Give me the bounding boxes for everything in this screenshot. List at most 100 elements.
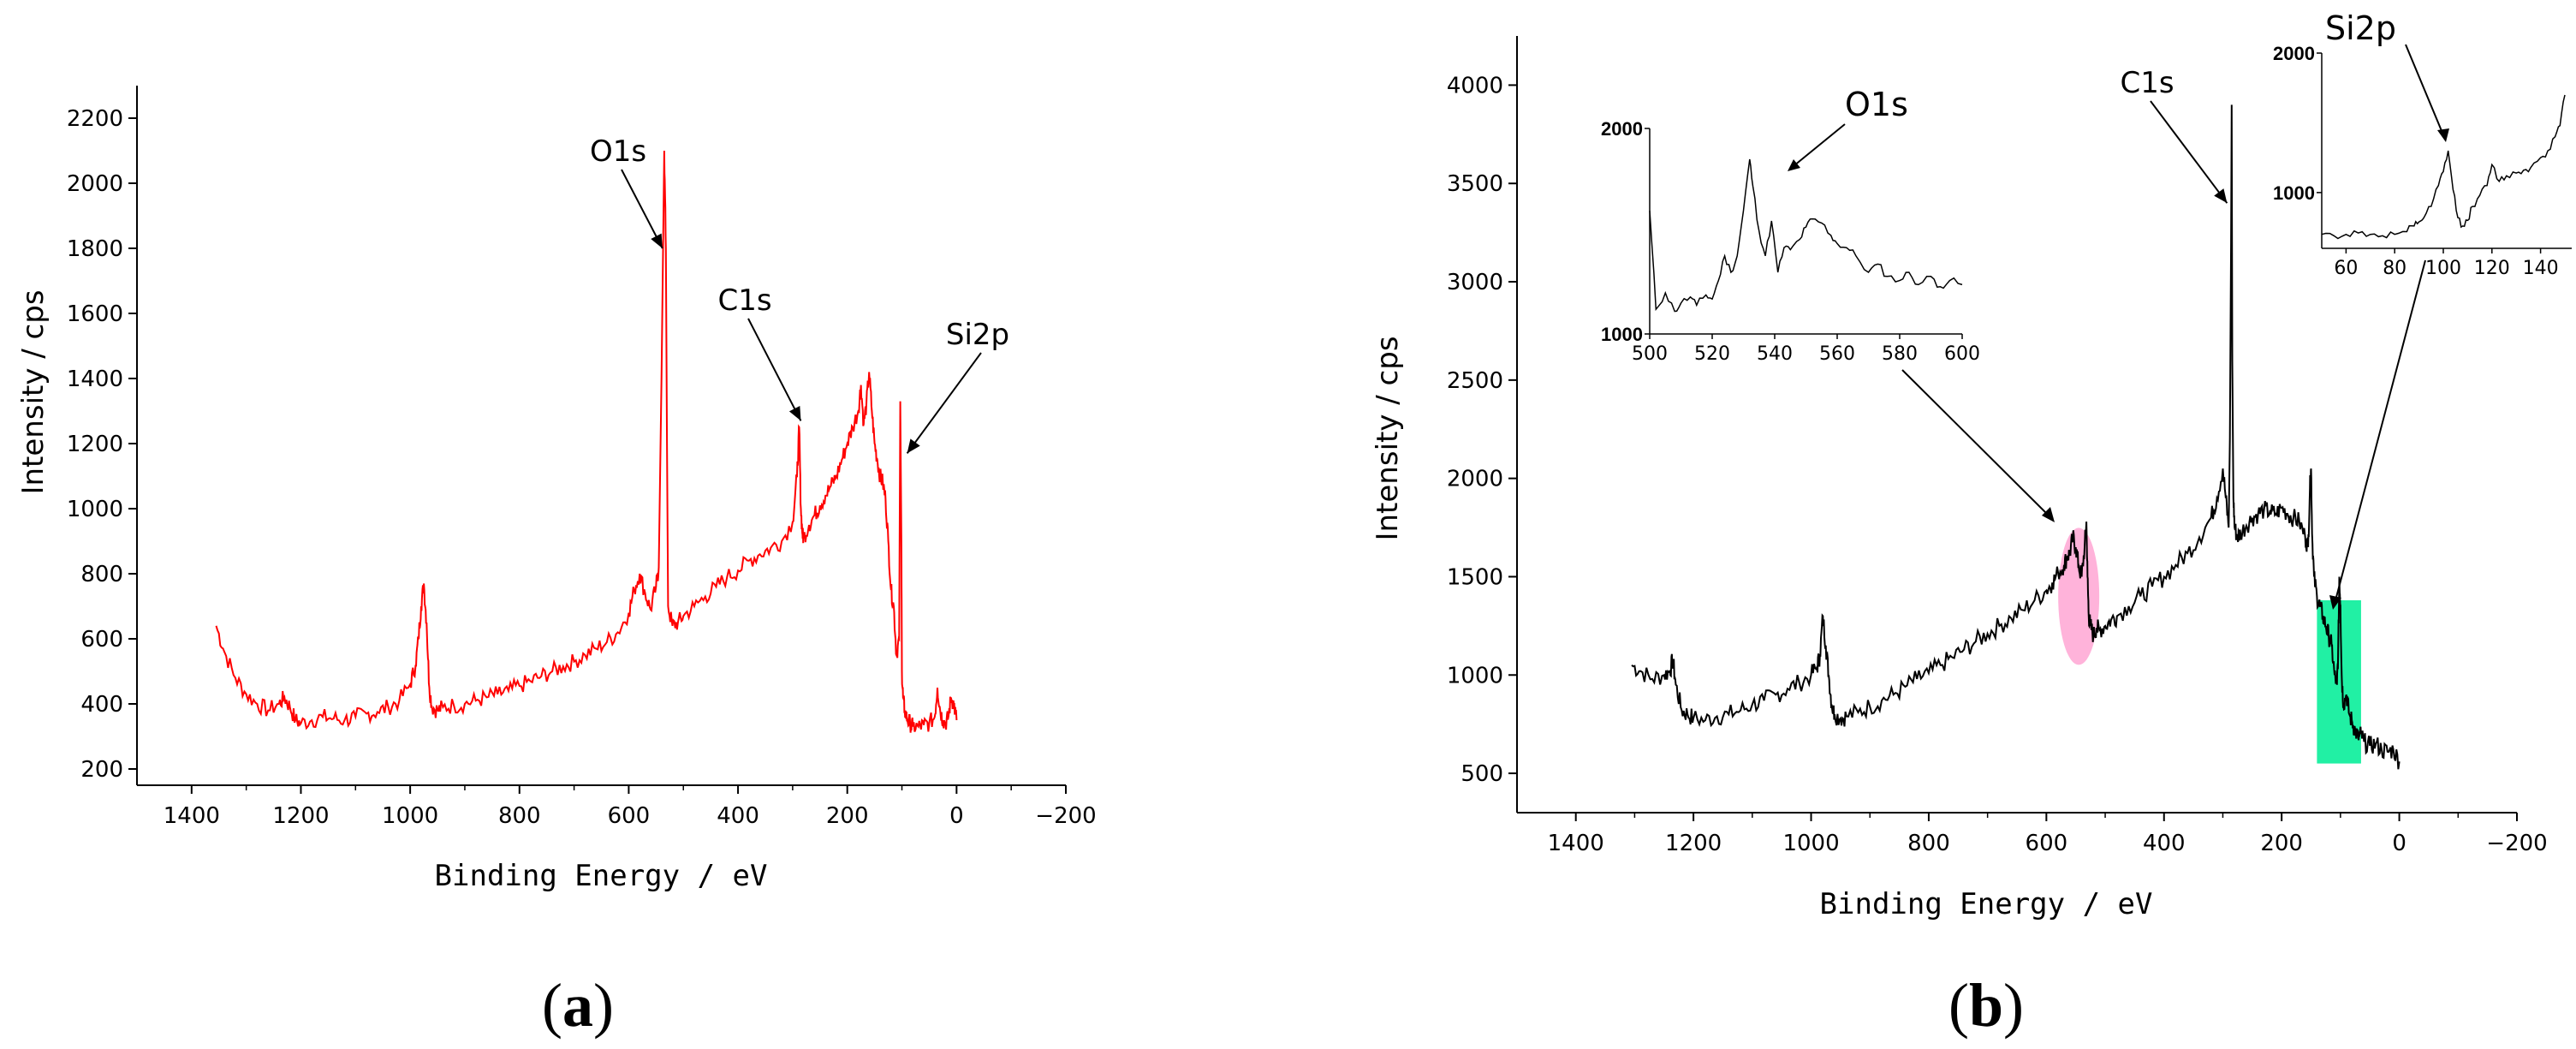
panel-b-x-tick-label: 800 (1907, 831, 1950, 856)
inset-o1s-y-tick-label: 2000 (1601, 118, 1643, 140)
panel-b-y-tick-label: 3500 (1447, 171, 1503, 197)
panel-b-label: (b) (1948, 971, 2024, 1040)
panel-a-y-tick-label: 800 (80, 562, 123, 587)
inset-si2p-x-tick-label: 100 (2425, 258, 2461, 279)
panel-b-x-tick-label: 400 (2143, 831, 2186, 856)
panel-a-y-tick-label: 200 (80, 757, 123, 783)
panel-b-inset-si2p: 60 80 100 120 140 1000 2000 Si2p (2273, 9, 2572, 279)
inset-o1s-y-tick-label: 1000 (1601, 324, 1643, 345)
inset-o1s-line (1649, 158, 1963, 313)
inset-o1s-arrow-head (1788, 159, 1800, 171)
panel-b-y-tick-label: 2500 (1447, 368, 1503, 394)
panel-b-x-ticks: 1400 1200 1000 800 600 400 200 0 −200 (1548, 813, 2548, 856)
panel-a-x-tick-label: 0 (949, 803, 964, 829)
panel-a-x-tick-label: 600 (608, 803, 651, 829)
panel-a-y-tick-label: 2200 (67, 106, 123, 132)
panel-b-label-letter: b (1969, 971, 2003, 1040)
panel-a-x-tick-label: 400 (717, 803, 759, 829)
panel-b-annot-c1s-arrow-head (2214, 188, 2228, 204)
panel-b-y-ticks: 500 1000 1500 2000 2500 3000 3500 4000 (1447, 73, 1517, 787)
panel-a-label-open: ( (542, 971, 562, 1040)
panel-a-y-tick-label: 1800 (67, 236, 123, 262)
panel-b-label-open: ( (1948, 971, 1969, 1040)
inset-o1s-x-tick-label: 560 (1819, 343, 1855, 365)
panel-b-x-tick-label: −200 (2486, 831, 2547, 856)
panel-a-y-tick-label: 2000 (67, 171, 123, 197)
panel-a-x-tick-label: 1000 (382, 803, 438, 829)
inset-si2p-label: Si2p (2325, 9, 2396, 47)
inset-si2p-y-tick-label: 1000 (2273, 182, 2315, 204)
panel-a-x-axis-title: Binding Energy / eV (435, 859, 768, 893)
panel-b-inset-o1s: 500 520 540 560 580 600 1000 2000 O1s (1601, 86, 1980, 365)
inset-si2p-y-tick-label: 2000 (2273, 43, 2315, 64)
panel-b-annot-c1s-arrow-line (2150, 100, 2228, 204)
inset-si2p-x-tick-label: 80 (2383, 258, 2406, 279)
inset-o1s-ticks: 500 520 540 560 580 600 1000 2000 (1601, 118, 1980, 365)
inset-si2p-x-tick-label: 60 (2334, 258, 2358, 279)
inset-o1s-x-tick-label: 580 (1882, 343, 1918, 365)
inset-si2p-arrow-line (2405, 44, 2445, 138)
panel-b-o1s-highlight-ellipse (2058, 527, 2100, 665)
panel-b-y-tick-label: 1000 (1447, 663, 1503, 688)
panel-a-annot-si2p-arrow-line (906, 352, 982, 454)
panel-a-y-ticks: 200 400 600 800 1000 1200 1400 1600 1800 2000 2200 (67, 106, 137, 783)
panel-b-y-tick-label: 3000 (1447, 270, 1503, 295)
inset-si2p-x-tick-label: 140 (2523, 258, 2559, 279)
connector-o1s-arrow-line (1901, 369, 2051, 518)
inset-si2p-arrow-head (2437, 128, 2449, 142)
panel-a-annotations: O1s C1s Si2p (590, 134, 1009, 454)
panel-b-x-tick-label: 1000 (1782, 831, 1839, 856)
panel-b-x-tick-label: 1400 (1548, 831, 1604, 856)
panel-a-annot-si2p-label: Si2p (946, 318, 1009, 352)
panel-a-x-ticks: 1400 1200 1000 800 600 400 200 0 −200 (164, 785, 1097, 829)
panel-a-x-tick-label: 200 (826, 803, 869, 829)
panel-a-annot-c1s-label: C1s (717, 283, 771, 318)
panel-a-y-tick-label: 400 (80, 692, 123, 718)
panel-b-y-axis-title: Intensity / cps (1371, 336, 1405, 540)
panel-b-y-tick-label: 500 (1461, 761, 1503, 787)
panel-a-y-tick-label: 1000 (67, 497, 123, 522)
connector-o1s-arrow-head (2042, 507, 2055, 522)
connector-si2p-arrow-line (2334, 259, 2426, 605)
panel-b-y-tick-label: 2000 (1447, 467, 1503, 492)
panel-b-x-tick-label: 200 (2260, 831, 2303, 856)
inset-si2p-x-tick-label: 120 (2474, 258, 2510, 279)
panel-a-series-line (215, 150, 958, 733)
panel-a-y-axis-title: Intensity / cps (16, 289, 51, 494)
panel-a-y-tick-label: 1200 (67, 432, 123, 457)
panel-a-annot-c1s-arrow-head (788, 405, 801, 421)
panel-b-x-axis-title: Binding Energy / eV (1820, 887, 2153, 921)
panel-b-series-line (1631, 104, 2400, 770)
panel-b-x-tick-label: 0 (2392, 831, 2406, 856)
panel-a: 2004006008001000120014001600180020002200… (16, 86, 1097, 1040)
panel-a-annot-o1s-label: O1s (590, 134, 646, 169)
inset-o1s-x-tick-label: 600 (1944, 343, 1980, 365)
panel-b-annot-c1s-label: C1s (2120, 66, 2174, 100)
inset-si2p-line (2321, 94, 2566, 240)
panel-a-x-tick-label: 1200 (272, 803, 329, 829)
panel-b-label-close: ) (2003, 971, 2024, 1040)
panel-a-y-tick-label: 600 (80, 627, 123, 653)
panel-a-annot-si2p-arrow-head (907, 438, 920, 454)
inset-si2p-ticks: 60 80 100 120 140 1000 2000 (2273, 43, 2559, 279)
panel-a-label-close: ) (593, 971, 614, 1040)
panel-b-y-tick-label: 1500 (1447, 564, 1503, 590)
inset-o1s-label: O1s (1845, 86, 1908, 123)
panel-a-y-tick-label: 1600 (67, 301, 123, 327)
inset-o1s-arrow-line (1788, 123, 1846, 170)
panel-a-x-tick-label: 1400 (164, 803, 220, 829)
panel-a-y-tick-label: 1400 (67, 367, 123, 392)
panel-a-label-letter: a (562, 971, 593, 1040)
panel-a-x-tick-label: −200 (1035, 803, 1096, 829)
panel-b-x-tick-label: 1200 (1665, 831, 1722, 856)
inset-o1s-x-tick-label: 500 (1632, 343, 1668, 365)
inset-o1s-x-tick-label: 520 (1694, 343, 1730, 365)
panel-a-x-tick-label: 800 (498, 803, 541, 829)
connector-si2p-arrow-head (2329, 595, 2341, 610)
panel-a-annot-c1s-arrow-line (747, 318, 802, 421)
panel-b-x-tick-label: 600 (2026, 831, 2068, 856)
panel-a-label: (a) (542, 971, 614, 1040)
inset-o1s-x-tick-label: 540 (1757, 343, 1793, 365)
